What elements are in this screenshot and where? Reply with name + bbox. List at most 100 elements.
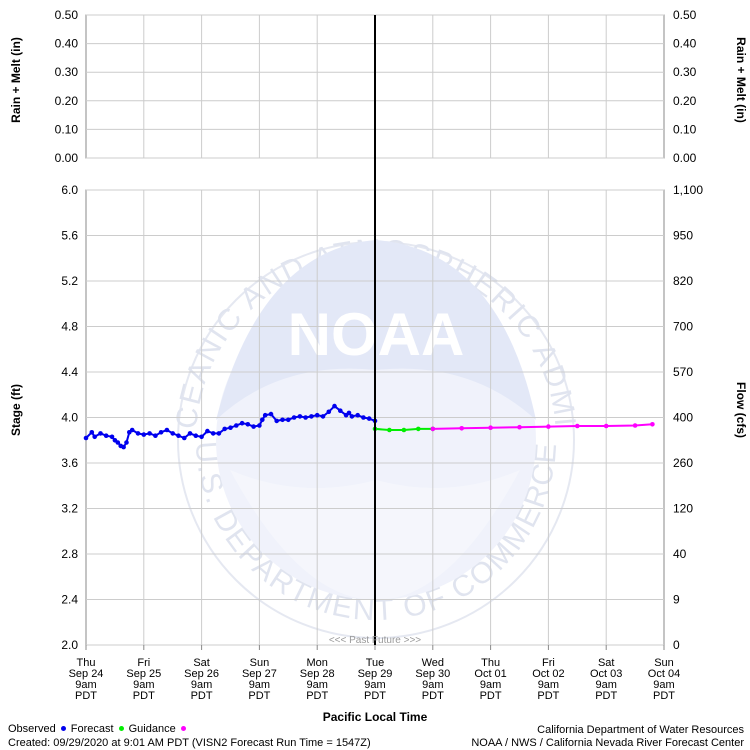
- data-point-guidance: [488, 425, 493, 431]
- stage-tick-label: 3.2: [61, 502, 78, 516]
- data-point-observed: [361, 415, 366, 420]
- stage-tick-label: 4.0: [61, 411, 78, 425]
- x-tick-label: Sep 26: [184, 668, 219, 680]
- precip-left-tick-label: 0.10: [55, 122, 79, 136]
- precip-left-tick-label: 0.20: [55, 94, 79, 108]
- x-tick-label: Oct 02: [532, 668, 564, 680]
- precip-right-tick-label: 0.10: [673, 122, 697, 136]
- x-tick-label: 9am: [480, 679, 501, 691]
- noaa-watermark-logo: NATIONAL OCEANIC AND ATMOSPHERIC ADMINIS…: [0, 0, 580, 639]
- precip-left-tick-label: 0.50: [55, 8, 79, 22]
- data-point-observed: [268, 411, 274, 417]
- data-point-observed: [286, 417, 291, 423]
- data-point-observed: [326, 409, 332, 415]
- data-point-observed: [98, 431, 103, 436]
- data-point-observed: [257, 423, 262, 428]
- precip-right-ylabel: Rain + Melt (in): [734, 37, 748, 123]
- data-point-observed: [158, 430, 164, 435]
- flow-tick-label: 1,100: [673, 183, 703, 197]
- data-point-observed: [115, 440, 121, 445]
- x-tick-label: PDT: [480, 690, 502, 702]
- flow-tick-label: 570: [673, 365, 693, 379]
- x-tick-label: PDT: [537, 690, 559, 702]
- data-point-observed: [260, 417, 265, 423]
- series-observed: [83, 403, 378, 450]
- flow-tick-label: 260: [673, 456, 693, 470]
- data-point-observed: [251, 424, 256, 429]
- data-point-observed: [262, 412, 268, 418]
- flow-ylabel: Flow (cfs): [734, 382, 748, 438]
- data-point-observed: [274, 418, 280, 424]
- x-tick-label: Mon: [306, 657, 327, 669]
- x-tick-label: Sep 28: [300, 668, 335, 680]
- x-tick-label: PDT: [422, 690, 444, 702]
- x-tick-label: 9am: [538, 679, 559, 691]
- data-point-observed: [346, 410, 352, 416]
- x-tick-label: PDT: [364, 690, 386, 702]
- data-point-forecast: [401, 427, 407, 433]
- x-tick-label: 9am: [191, 679, 212, 691]
- precip-left-tick-label: 0.30: [55, 65, 79, 79]
- flow-tick-label: 0: [673, 638, 680, 652]
- x-tick-label: PDT: [595, 690, 617, 702]
- precip-left-ylabel: Rain + Melt (in): [9, 37, 23, 123]
- legend: Observed Forecast Guidance: [8, 723, 188, 735]
- x-tick-label: PDT: [191, 690, 213, 702]
- data-point-guidance: [430, 426, 436, 432]
- x-tick-label: Fri: [137, 657, 150, 669]
- data-point-observed: [199, 434, 204, 440]
- legend-observed-marker: [60, 725, 66, 731]
- data-point-observed: [303, 415, 308, 420]
- flow-tick-label: 9: [673, 593, 680, 607]
- data-point-guidance: [459, 426, 465, 431]
- x-tick-label: Sep 27: [242, 668, 277, 680]
- precip-right-tick-label: 0.30: [673, 65, 697, 79]
- data-point-observed: [153, 433, 158, 439]
- x-tick-label: Fri: [542, 657, 555, 669]
- x-tick-label: 9am: [306, 679, 327, 691]
- data-point-observed: [92, 434, 97, 440]
- x-tick-label: Thu: [481, 657, 500, 669]
- data-point-observed: [228, 425, 233, 431]
- data-point-observed: [182, 435, 187, 441]
- series-layer: [83, 403, 655, 450]
- legend-forecast-label: Forecast: [70, 723, 114, 735]
- stage-ylabel: Stage (ft): [9, 384, 23, 436]
- x-tick-label: PDT: [653, 690, 675, 702]
- legend-observed-label: Observed: [8, 723, 56, 735]
- data-point-observed: [349, 414, 355, 419]
- data-point-observed: [366, 416, 372, 421]
- data-point-observed: [280, 417, 285, 423]
- data-point-observed: [234, 423, 239, 428]
- stage-tick-label: 2.8: [61, 547, 78, 561]
- data-point-observed: [176, 433, 181, 439]
- data-point-guidance: [650, 422, 655, 427]
- stage-tick-label: 5.2: [61, 274, 78, 288]
- data-point-guidance: [632, 423, 638, 428]
- stage-tick-label: 4.8: [61, 320, 78, 334]
- stage-tick-label: 5.6: [61, 229, 78, 243]
- data-point-observed: [297, 414, 303, 419]
- stage-tick-label: 2.4: [61, 593, 78, 607]
- data-point-observed: [83, 435, 89, 441]
- agency-name-cnrfc: NOAA / NWS / California Nevada River For…: [471, 737, 744, 749]
- x-tick-label: Sep 29: [358, 668, 393, 680]
- x-axis-title: Pacific Local Time: [323, 710, 428, 724]
- flow-tick-label: 700: [673, 320, 693, 334]
- x-tick-label: Thu: [77, 657, 96, 669]
- x-tick-label: PDT: [75, 690, 97, 702]
- x-tick-label: 9am: [249, 679, 270, 691]
- data-point-observed: [147, 431, 152, 436]
- precip-right-tick-label: 0.50: [673, 8, 697, 22]
- flow-tick-label: 400: [673, 411, 693, 425]
- data-point-observed: [205, 428, 210, 434]
- legend-guidance-label: Guidance: [128, 723, 176, 735]
- x-tick-label: PDT: [133, 690, 155, 702]
- x-tick-label: 9am: [75, 679, 96, 691]
- x-tick-label: Sep 24: [69, 668, 104, 680]
- agency-name-dwr: California Department of Water Resources: [537, 724, 744, 736]
- x-tick-label: Sat: [193, 657, 210, 669]
- x-tick-label: PDT: [306, 690, 328, 702]
